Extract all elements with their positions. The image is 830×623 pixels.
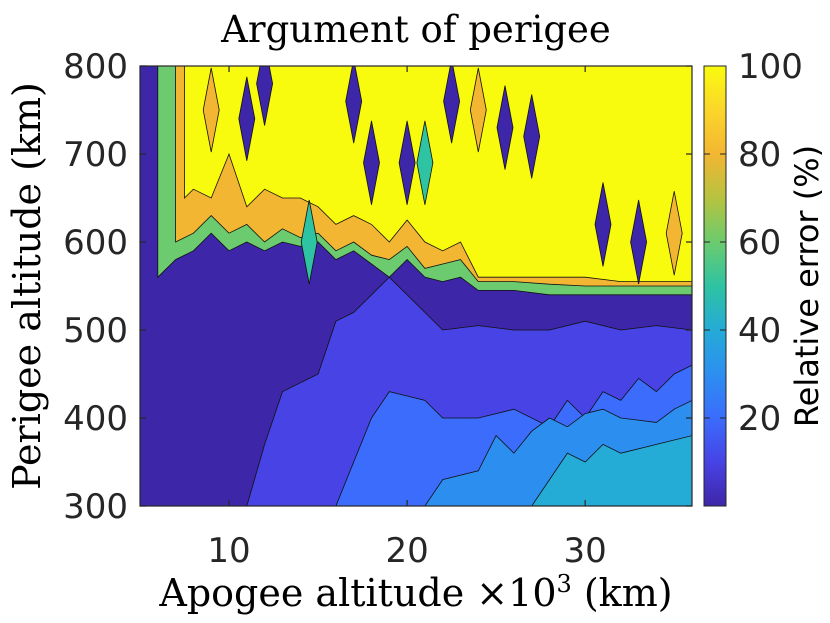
contour-spikes	[202, 66, 683, 285]
colorbar-label: Relative error (%)	[788, 145, 826, 427]
contour-spike-14	[416, 120, 434, 205]
plot-frame	[139, 65, 693, 507]
contour-spike-7	[523, 94, 541, 179]
contour-bands	[140, 66, 692, 506]
contour-spike-13	[300, 199, 318, 285]
chart-title: Argument of perigee	[220, 8, 611, 51]
contour-spike-11	[469, 67, 487, 153]
x-axis-label-unit: (km)	[572, 571, 673, 615]
contour-spike-6	[496, 85, 514, 170]
y-tick-label-400: 400	[63, 399, 128, 439]
x-tick-label-10: 10	[207, 531, 250, 571]
contour-spike-4	[398, 120, 416, 205]
x-axis-label: Apogee altitude ×103 (km)	[158, 570, 672, 615]
colorbar-tick-label-20: 20	[738, 399, 781, 439]
colorbar	[703, 65, 727, 507]
y-tick-label-800: 800	[63, 47, 128, 87]
contour-spike-3	[363, 120, 380, 205]
contour-spike-10	[202, 67, 220, 153]
y-tick-label-700: 700	[63, 135, 128, 175]
contour-band-7	[184, 66, 692, 283]
contour-spike-8	[594, 182, 612, 267]
colorbar-tick-label-40: 40	[738, 311, 781, 351]
contour-spike-12	[665, 191, 683, 276]
contour-spike-2	[345, 66, 363, 144]
y-tick-label-500: 500	[63, 311, 128, 351]
contour-spike-9	[630, 199, 648, 285]
colorbar-tick-label-80: 80	[738, 135, 781, 175]
plot-area	[140, 66, 692, 506]
contour-spike-1	[256, 66, 274, 126]
y-axis-label: Perigee altitude (km)	[5, 82, 49, 490]
x-axis-label-exponent: 3	[557, 570, 572, 598]
x-tick-label-30: 30	[564, 531, 607, 571]
colorbar-tick-label-60: 60	[738, 223, 781, 263]
contour-spike-5	[443, 66, 461, 144]
y-tick-label-300: 300	[63, 487, 128, 527]
contour-spike-0	[238, 76, 256, 161]
colorbar-tick-label-100: 100	[738, 47, 803, 87]
colorbar-ticks: 20 40 60 80 100	[704, 47, 803, 439]
x-axis-label-main: Apogee altitude ×10	[158, 571, 556, 615]
y-tick-label-600: 600	[63, 223, 128, 263]
x-axis-ticks: 10 20 30	[207, 66, 607, 571]
y-axis-ticks: 300 400 500 600 700 800	[63, 47, 692, 527]
contour-band-4	[531, 435, 692, 506]
x-tick-label-20: 20	[385, 531, 428, 571]
